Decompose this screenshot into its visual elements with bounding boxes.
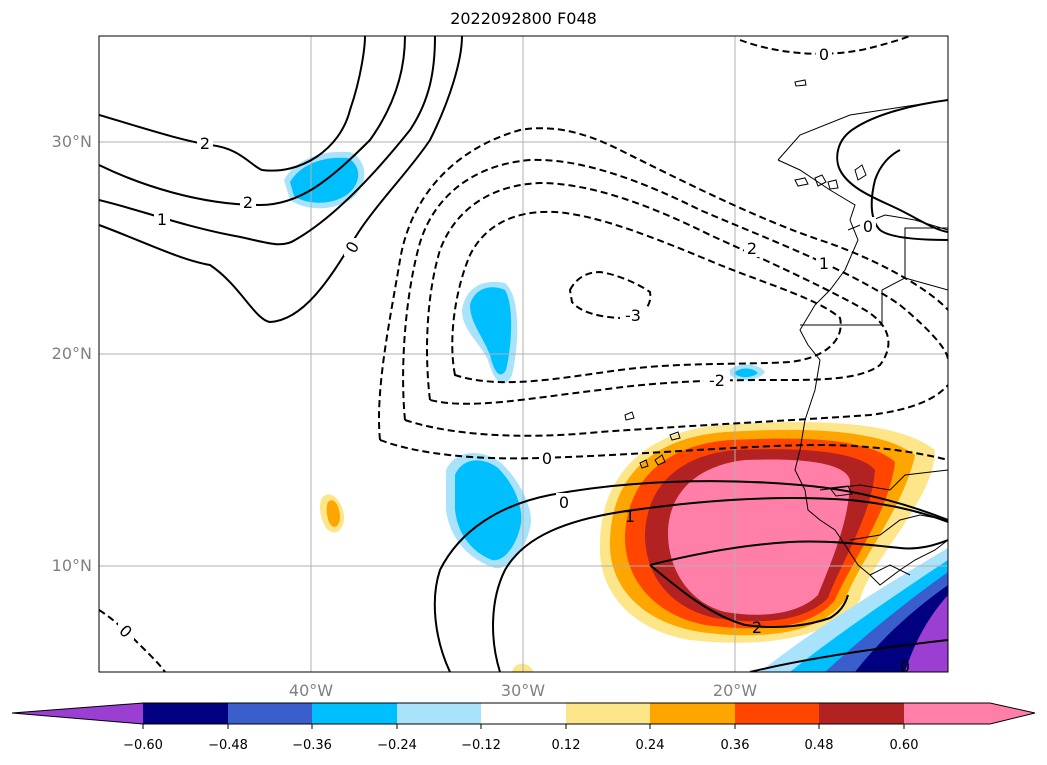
island-madeira (794, 79, 807, 87)
shade-cyan-mid (470, 287, 512, 375)
contour-label: 0 (819, 45, 829, 64)
border-senegal (819, 469, 948, 491)
contour-dash-0-top (739, 36, 911, 55)
contour-label: 2 (752, 618, 762, 637)
contour-label: 0 (900, 657, 910, 676)
island-canary-2 (814, 174, 827, 187)
contour-0se (749, 639, 948, 672)
contour-dash-1 (402, 158, 948, 437)
lat-tick-label: 10°N (51, 556, 92, 575)
solid-contours (99, 36, 948, 672)
shade-cyan-small-inner (734, 368, 758, 378)
island-canary-4 (827, 179, 839, 190)
contour-label: 1 (625, 507, 635, 526)
colorbar-ticks (142, 724, 905, 729)
island-capeverde-4 (639, 459, 649, 469)
colorbar-label: −0.24 (377, 738, 417, 753)
colorbar-label: −0.48 (208, 738, 248, 753)
island-capeverde-2 (669, 431, 681, 441)
colorbar-bin (650, 703, 735, 724)
coastline-africa (777, 99, 948, 586)
contour-0c (433, 480, 948, 672)
lat-tick-label: 20°N (51, 344, 92, 363)
border-guinea (849, 514, 948, 541)
border-w-sahara (800, 227, 948, 326)
contour-label: -2 (709, 371, 725, 390)
contour-label: 1 (157, 210, 167, 229)
island-canary-1 (794, 177, 809, 187)
contour-2a (99, 36, 366, 172)
island-canary-3 (854, 164, 867, 181)
colorbar-bin (566, 703, 650, 724)
colorbar-bin (397, 703, 481, 724)
lat-tick-label: 30°N (51, 132, 92, 151)
contour-labels: 2 2 1 0 0 2 1 0 -3 -2 0 0 1 2 0 0 (115, 45, 910, 676)
contour-1c (492, 497, 948, 672)
plot-frame (98, 35, 949, 673)
contour-label: 0 (863, 217, 873, 236)
colorbar-label: 0.48 (804, 738, 834, 753)
shade-cyan-south (455, 460, 522, 561)
gridlines (99, 36, 948, 672)
negative-shading (284, 151, 948, 672)
contour-dash-3 (568, 270, 652, 320)
contour-label: 2 (200, 134, 210, 153)
lon-tick-label: 40°W (288, 681, 334, 700)
contour-dash-0-bottom (379, 439, 948, 461)
island-bijagos (829, 485, 853, 497)
colorbar-label: −0.36 (292, 738, 332, 753)
contour-label: 1 (819, 254, 829, 273)
colorbar-low-extend (12, 703, 143, 724)
island-capeverde-1 (654, 454, 666, 466)
border-sierraleone (869, 564, 911, 576)
positive-shading (319, 421, 935, 672)
island-capeverde-3 (624, 411, 635, 421)
colorbar-bin (312, 703, 397, 724)
contour-0a (99, 36, 463, 324)
border-mauritania (904, 277, 948, 291)
colorbar-label: −0.60 (123, 738, 163, 753)
colorbar-label: 0.12 (551, 738, 581, 753)
contour-dash-2b (451, 210, 842, 384)
contour-2c (649, 539, 948, 629)
colorbar-bin (819, 703, 904, 724)
colorbar-label: −0.12 (461, 738, 501, 753)
colorbar-bin (904, 703, 990, 724)
contour-label: 0 (559, 493, 569, 512)
colorbar-high-extend (990, 703, 1035, 724)
colorbar-label: 0.24 (635, 738, 665, 753)
shade-small-orange (326, 500, 340, 527)
colorbar-bin (228, 703, 312, 724)
contour-dash-2 (426, 181, 890, 405)
lon-tick-label: 20°W (712, 681, 758, 700)
coastlines (624, 79, 948, 586)
colorbar-bin (735, 703, 819, 724)
colorbar-bin (481, 703, 566, 724)
colorbar-label: 0.60 (889, 738, 919, 753)
contour-1b (870, 149, 948, 241)
contour-label: 2 (747, 239, 757, 258)
contour-label: -3 (625, 306, 641, 325)
colorbar (11, 702, 1036, 729)
contour-label: 2 (243, 193, 253, 212)
colorbar-bin (143, 703, 228, 724)
map-plot-area (99, 36, 948, 672)
contour-dash-0-sw (99, 609, 166, 672)
lon-tick-label: 30°W (500, 681, 546, 700)
contour-1a (99, 36, 436, 246)
dashed-contours (99, 36, 948, 672)
contour-2b (99, 36, 406, 207)
map-title: 2022092800 F048 (450, 9, 597, 28)
colorbar-label: 0.36 (720, 738, 750, 753)
contour-dash-0-main (378, 127, 948, 441)
shade-se-purple (905, 595, 948, 672)
contour-label: 0 (542, 449, 552, 468)
contour-0b (836, 99, 948, 233)
